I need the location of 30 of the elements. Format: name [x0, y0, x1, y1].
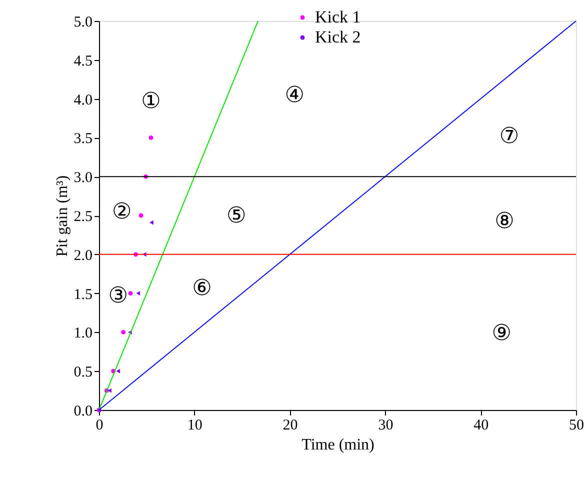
- y-axis-title: Pit gain (m³): [54, 175, 71, 257]
- y-tick-label: 5.0: [74, 14, 92, 30]
- annotation: ③: [108, 284, 128, 309]
- legend-label: Kick 2: [315, 28, 361, 46]
- y-tick-label: 1.0: [74, 326, 92, 342]
- y-tick-label: 3.5: [74, 131, 92, 148]
- x-tick-label: 40: [474, 418, 489, 434]
- annotation: ⑧: [494, 208, 514, 234]
- x-tick-label: 20: [282, 418, 298, 434]
- x-tick-label: 0: [96, 418, 104, 434]
- y-tick-label: 2.5: [74, 209, 92, 225]
- annotation: ⑥: [192, 276, 212, 301]
- y-tick-label: 0.0: [74, 404, 92, 420]
- y-tick-label: 3.0: [74, 170, 92, 186]
- annotation: ④: [284, 82, 304, 108]
- y-tick-label: 0.5: [74, 364, 92, 381]
- annotation: ⑤: [226, 204, 246, 228]
- annotation: ⑦: [499, 124, 520, 150]
- annotation: ②: [112, 200, 132, 225]
- annotation: ①: [141, 89, 161, 114]
- y-tick-label: 4.5: [74, 53, 92, 70]
- legend-label: Kick 1: [315, 8, 361, 26]
- x-axis-title: Time (min): [302, 436, 374, 454]
- y-tick-label: 2.0: [74, 248, 92, 264]
- x-tick-label: 30: [378, 418, 394, 434]
- y-tick-label: 4.0: [74, 92, 92, 108]
- x-tick-label: 50: [569, 418, 584, 434]
- x-tick-label: 10: [187, 418, 202, 434]
- annotation: ⑨: [492, 320, 512, 346]
- y-tick-label: 1.5: [74, 286, 92, 303]
